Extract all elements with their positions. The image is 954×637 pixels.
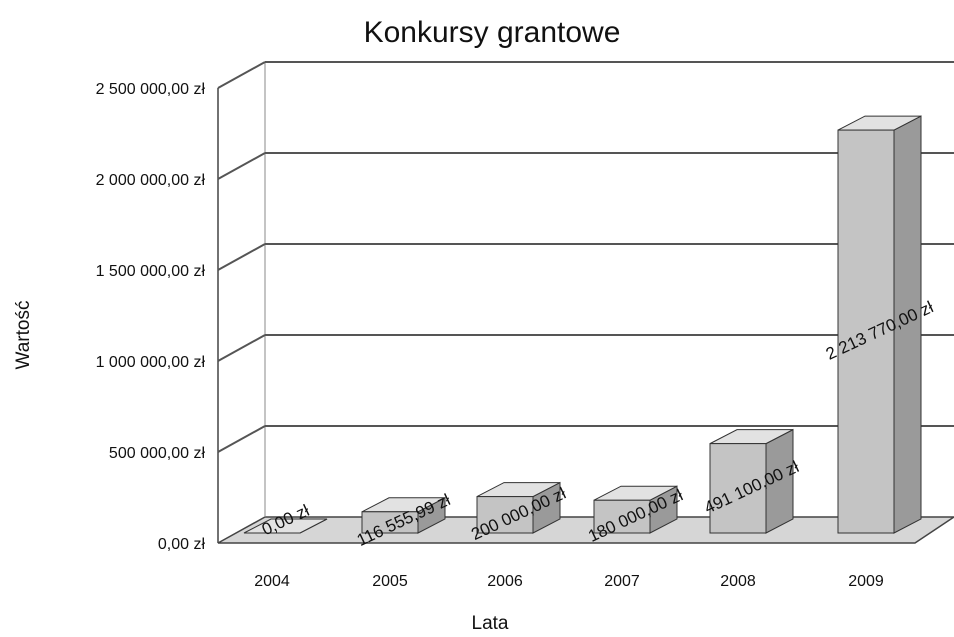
y-tick-label: 1 500 000,00 zł	[96, 263, 206, 280]
x-tick-label: 2005	[372, 573, 408, 590]
x-tick-label: 2009	[848, 573, 884, 590]
y-axis-title: Wartość	[13, 301, 34, 370]
grid-line	[217, 152, 266, 180]
bar-top	[243, 518, 328, 534]
x-tick-label: 2004	[254, 573, 290, 590]
grid-line	[217, 61, 266, 89]
chart-title: Konkursy grantowe	[364, 16, 621, 49]
y-tick-label: 0,00 zł	[158, 536, 206, 553]
grid-line	[217, 243, 266, 271]
bar	[476, 496, 534, 534]
grid-line	[217, 334, 266, 362]
x-tick-label: 2008	[720, 573, 756, 590]
bar	[593, 499, 651, 534]
grid-line	[217, 425, 266, 453]
bar	[837, 129, 895, 534]
y-tick-label: 500 000,00 zł	[109, 445, 206, 462]
y-tick-label: 2 500 000,00 zł	[96, 81, 206, 98]
y-tick-label: 2 000 000,00 zł	[96, 172, 206, 189]
x-axis-title: Lata	[472, 613, 509, 634]
x-tick-label: 2007	[604, 573, 640, 590]
bar	[709, 443, 767, 534]
y-tick-label: 1 000 000,00 zł	[96, 354, 206, 371]
x-tick-label: 2006	[487, 573, 523, 590]
bar	[361, 511, 419, 534]
